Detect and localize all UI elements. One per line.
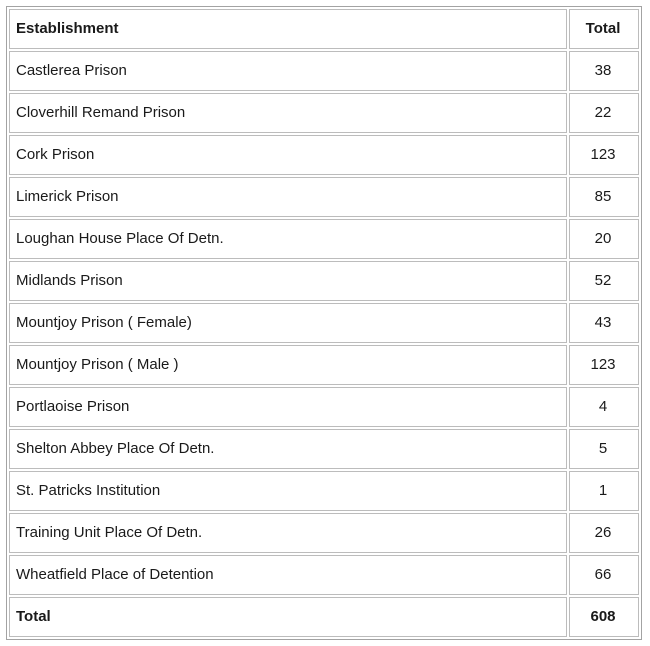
cell-total-label: Total [9,597,567,637]
cell-establishment: Limerick Prison [9,177,567,217]
cell-establishment: Wheatfield Place of Detention [9,555,567,595]
cell-total: 43 [569,303,639,343]
cell-establishment: Castlerea Prison [9,51,567,91]
cell-total: 52 [569,261,639,301]
table-header-row: Establishment Total [9,9,639,49]
table-row: Training Unit Place Of Detn. 26 [9,513,639,553]
establishment-table: Establishment Total Castlerea Prison 38 … [6,6,642,640]
table-row: Mountjoy Prison ( Female) 43 [9,303,639,343]
table-row: Cloverhill Remand Prison 22 [9,93,639,133]
cell-establishment: Midlands Prison [9,261,567,301]
cell-establishment: Loughan House Place Of Detn. [9,219,567,259]
cell-total: 20 [569,219,639,259]
table-row: Portlaoise Prison 4 [9,387,639,427]
cell-total: 123 [569,345,639,385]
cell-establishment: Portlaoise Prison [9,387,567,427]
table-total-row: Total 608 [9,597,639,637]
table-row: Limerick Prison 85 [9,177,639,217]
table-row: Shelton Abbey Place Of Detn. 5 [9,429,639,469]
cell-establishment: Shelton Abbey Place Of Detn. [9,429,567,469]
table-row: Loughan House Place Of Detn. 20 [9,219,639,259]
table-row: Wheatfield Place of Detention 66 [9,555,639,595]
cell-total: 5 [569,429,639,469]
col-header-total: Total [569,9,639,49]
table-row: Mountjoy Prison ( Male ) 123 [9,345,639,385]
table-row: St. Patricks Institution 1 [9,471,639,511]
cell-establishment: Mountjoy Prison ( Male ) [9,345,567,385]
cell-total: 85 [569,177,639,217]
cell-establishment: St. Patricks Institution [9,471,567,511]
cell-total: 22 [569,93,639,133]
cell-total: 38 [569,51,639,91]
cell-establishment: Cloverhill Remand Prison [9,93,567,133]
cell-establishment: Mountjoy Prison ( Female) [9,303,567,343]
cell-total: 1 [569,471,639,511]
cell-total: 26 [569,513,639,553]
cell-total-value: 608 [569,597,639,637]
col-header-establishment: Establishment [9,9,567,49]
cell-total: 66 [569,555,639,595]
table-row: Castlerea Prison 38 [9,51,639,91]
cell-total: 123 [569,135,639,175]
cell-establishment: Training Unit Place Of Detn. [9,513,567,553]
cell-total: 4 [569,387,639,427]
cell-establishment: Cork Prison [9,135,567,175]
table-row: Cork Prison 123 [9,135,639,175]
table-row: Midlands Prison 52 [9,261,639,301]
